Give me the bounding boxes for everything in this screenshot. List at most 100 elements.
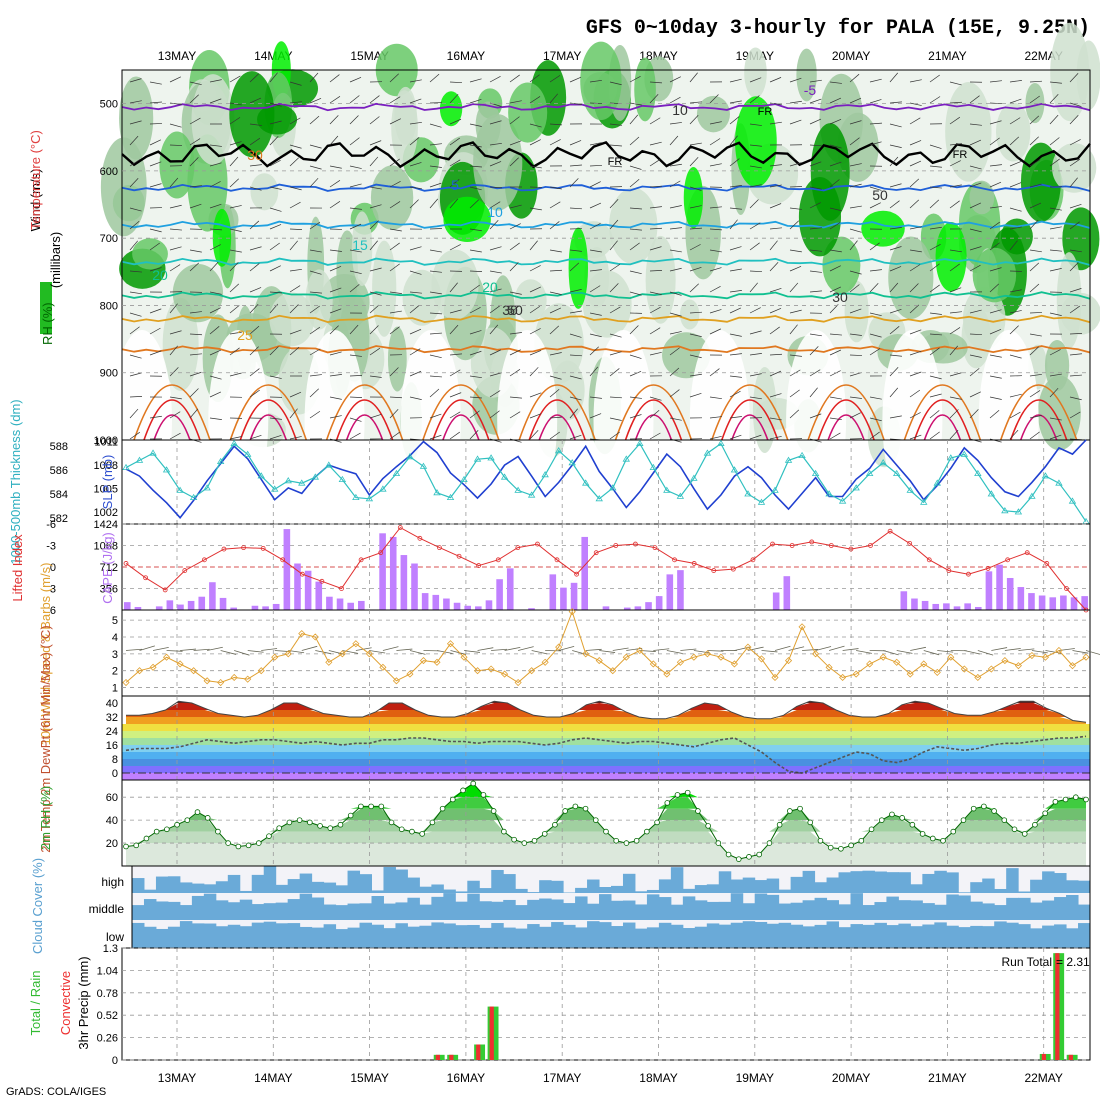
wind-barb	[749, 352, 762, 356]
temp-band-fill	[126, 717, 1086, 724]
wind-barb	[729, 416, 742, 419]
wind-barb	[769, 121, 782, 125]
wind-barb	[589, 249, 602, 253]
rh-point	[776, 821, 783, 828]
cloud-cell	[814, 882, 828, 893]
wind-barb	[189, 371, 202, 377]
wind-barb	[1069, 262, 1079, 272]
wind-barb	[529, 165, 542, 169]
wind-barb	[829, 144, 842, 149]
wind-barb	[209, 417, 222, 420]
wind-speed-point	[298, 630, 306, 638]
cloud-cell	[287, 923, 301, 948]
cloud-cell	[179, 882, 193, 893]
wind-barb	[509, 74, 520, 83]
wind-barb	[769, 370, 782, 377]
cape-bar	[677, 570, 684, 610]
precip-labels: 3hr Precip (mm) Total / Rain Convective	[28, 956, 91, 1049]
cloud-cell	[167, 926, 181, 948]
wind-barb	[389, 310, 402, 314]
wind-speed-point	[1082, 653, 1090, 661]
wind-barb	[169, 303, 178, 314]
wind-barb	[209, 291, 222, 295]
wind-barb	[889, 200, 900, 209]
cloud-cell	[742, 877, 756, 893]
li-point	[476, 563, 482, 568]
wind-barb	[249, 123, 262, 126]
wind-barb	[469, 78, 482, 83]
wind-barb	[449, 198, 459, 209]
wind-barb	[429, 143, 442, 146]
wind-speed-point	[1028, 651, 1036, 660]
wind-barb	[529, 350, 542, 356]
cloud-cell	[658, 897, 672, 920]
wind-barb	[1049, 226, 1062, 230]
li-point	[456, 553, 462, 559]
wind-barb	[149, 308, 162, 314]
rh-point	[735, 856, 742, 862]
wind-speed-point	[771, 673, 779, 682]
cloud-cell	[323, 924, 337, 948]
wind-barb	[169, 76, 181, 83]
cloud-cell	[167, 876, 181, 893]
cloud-cell	[898, 872, 911, 893]
wind-speed-point	[244, 675, 252, 683]
cloud-cell	[395, 923, 408, 948]
cape-bar	[124, 602, 131, 610]
rh-blob	[370, 165, 414, 230]
wind-barb	[1069, 396, 1082, 401]
wind-barb	[329, 115, 339, 125]
wind-barb	[769, 227, 782, 230]
wind-barb	[309, 305, 320, 314]
wind-barb	[509, 223, 521, 230]
wind-barb	[689, 156, 699, 167]
cloud-cell	[251, 874, 265, 893]
cape-ytick-356: 356	[100, 584, 118, 596]
wind-barb	[969, 182, 982, 188]
wind-barb	[829, 207, 842, 212]
wind-barb	[649, 81, 662, 84]
wind-barb	[309, 291, 322, 294]
wind-speed-point	[271, 653, 279, 661]
rh-point	[347, 812, 354, 819]
wind-barb	[369, 267, 382, 272]
cloud-cell	[790, 924, 804, 948]
wind-barb	[129, 120, 142, 125]
rh-blob	[550, 360, 585, 420]
wind-barb	[209, 261, 219, 272]
rh-point	[317, 823, 323, 829]
wind-barb	[629, 371, 642, 377]
li-point	[554, 557, 560, 563]
cape-bar	[1038, 595, 1046, 610]
wind-barb	[749, 373, 762, 377]
wind-barb	[349, 183, 362, 188]
wind-barb	[369, 304, 380, 314]
wind-barb	[449, 118, 462, 125]
wind-barb	[789, 100, 802, 104]
wind-barb	[909, 249, 922, 253]
wind-barb	[549, 269, 562, 272]
cloud-cell	[347, 927, 361, 948]
wind-barb	[989, 80, 1002, 83]
wind-barb	[909, 371, 922, 377]
wind-barb	[769, 164, 782, 167]
rh-blob	[257, 104, 298, 135]
wind-speed-point	[1055, 646, 1063, 655]
rh-point	[388, 819, 395, 826]
freezing-level	[121, 141, 1091, 169]
cape-bar	[528, 608, 535, 610]
cape-bar	[943, 603, 950, 610]
wind-barb	[289, 228, 303, 230]
cloud-cell	[299, 893, 313, 920]
cloud-cell	[407, 926, 420, 948]
wind-barb	[949, 311, 962, 314]
wind-barb	[149, 183, 162, 188]
contour-label: -5	[804, 82, 817, 98]
wind-barb	[1029, 183, 1042, 188]
cape-bar	[496, 579, 503, 610]
wind-barb	[429, 332, 442, 335]
wind-barb	[469, 410, 480, 419]
wind-barb	[689, 142, 702, 146]
